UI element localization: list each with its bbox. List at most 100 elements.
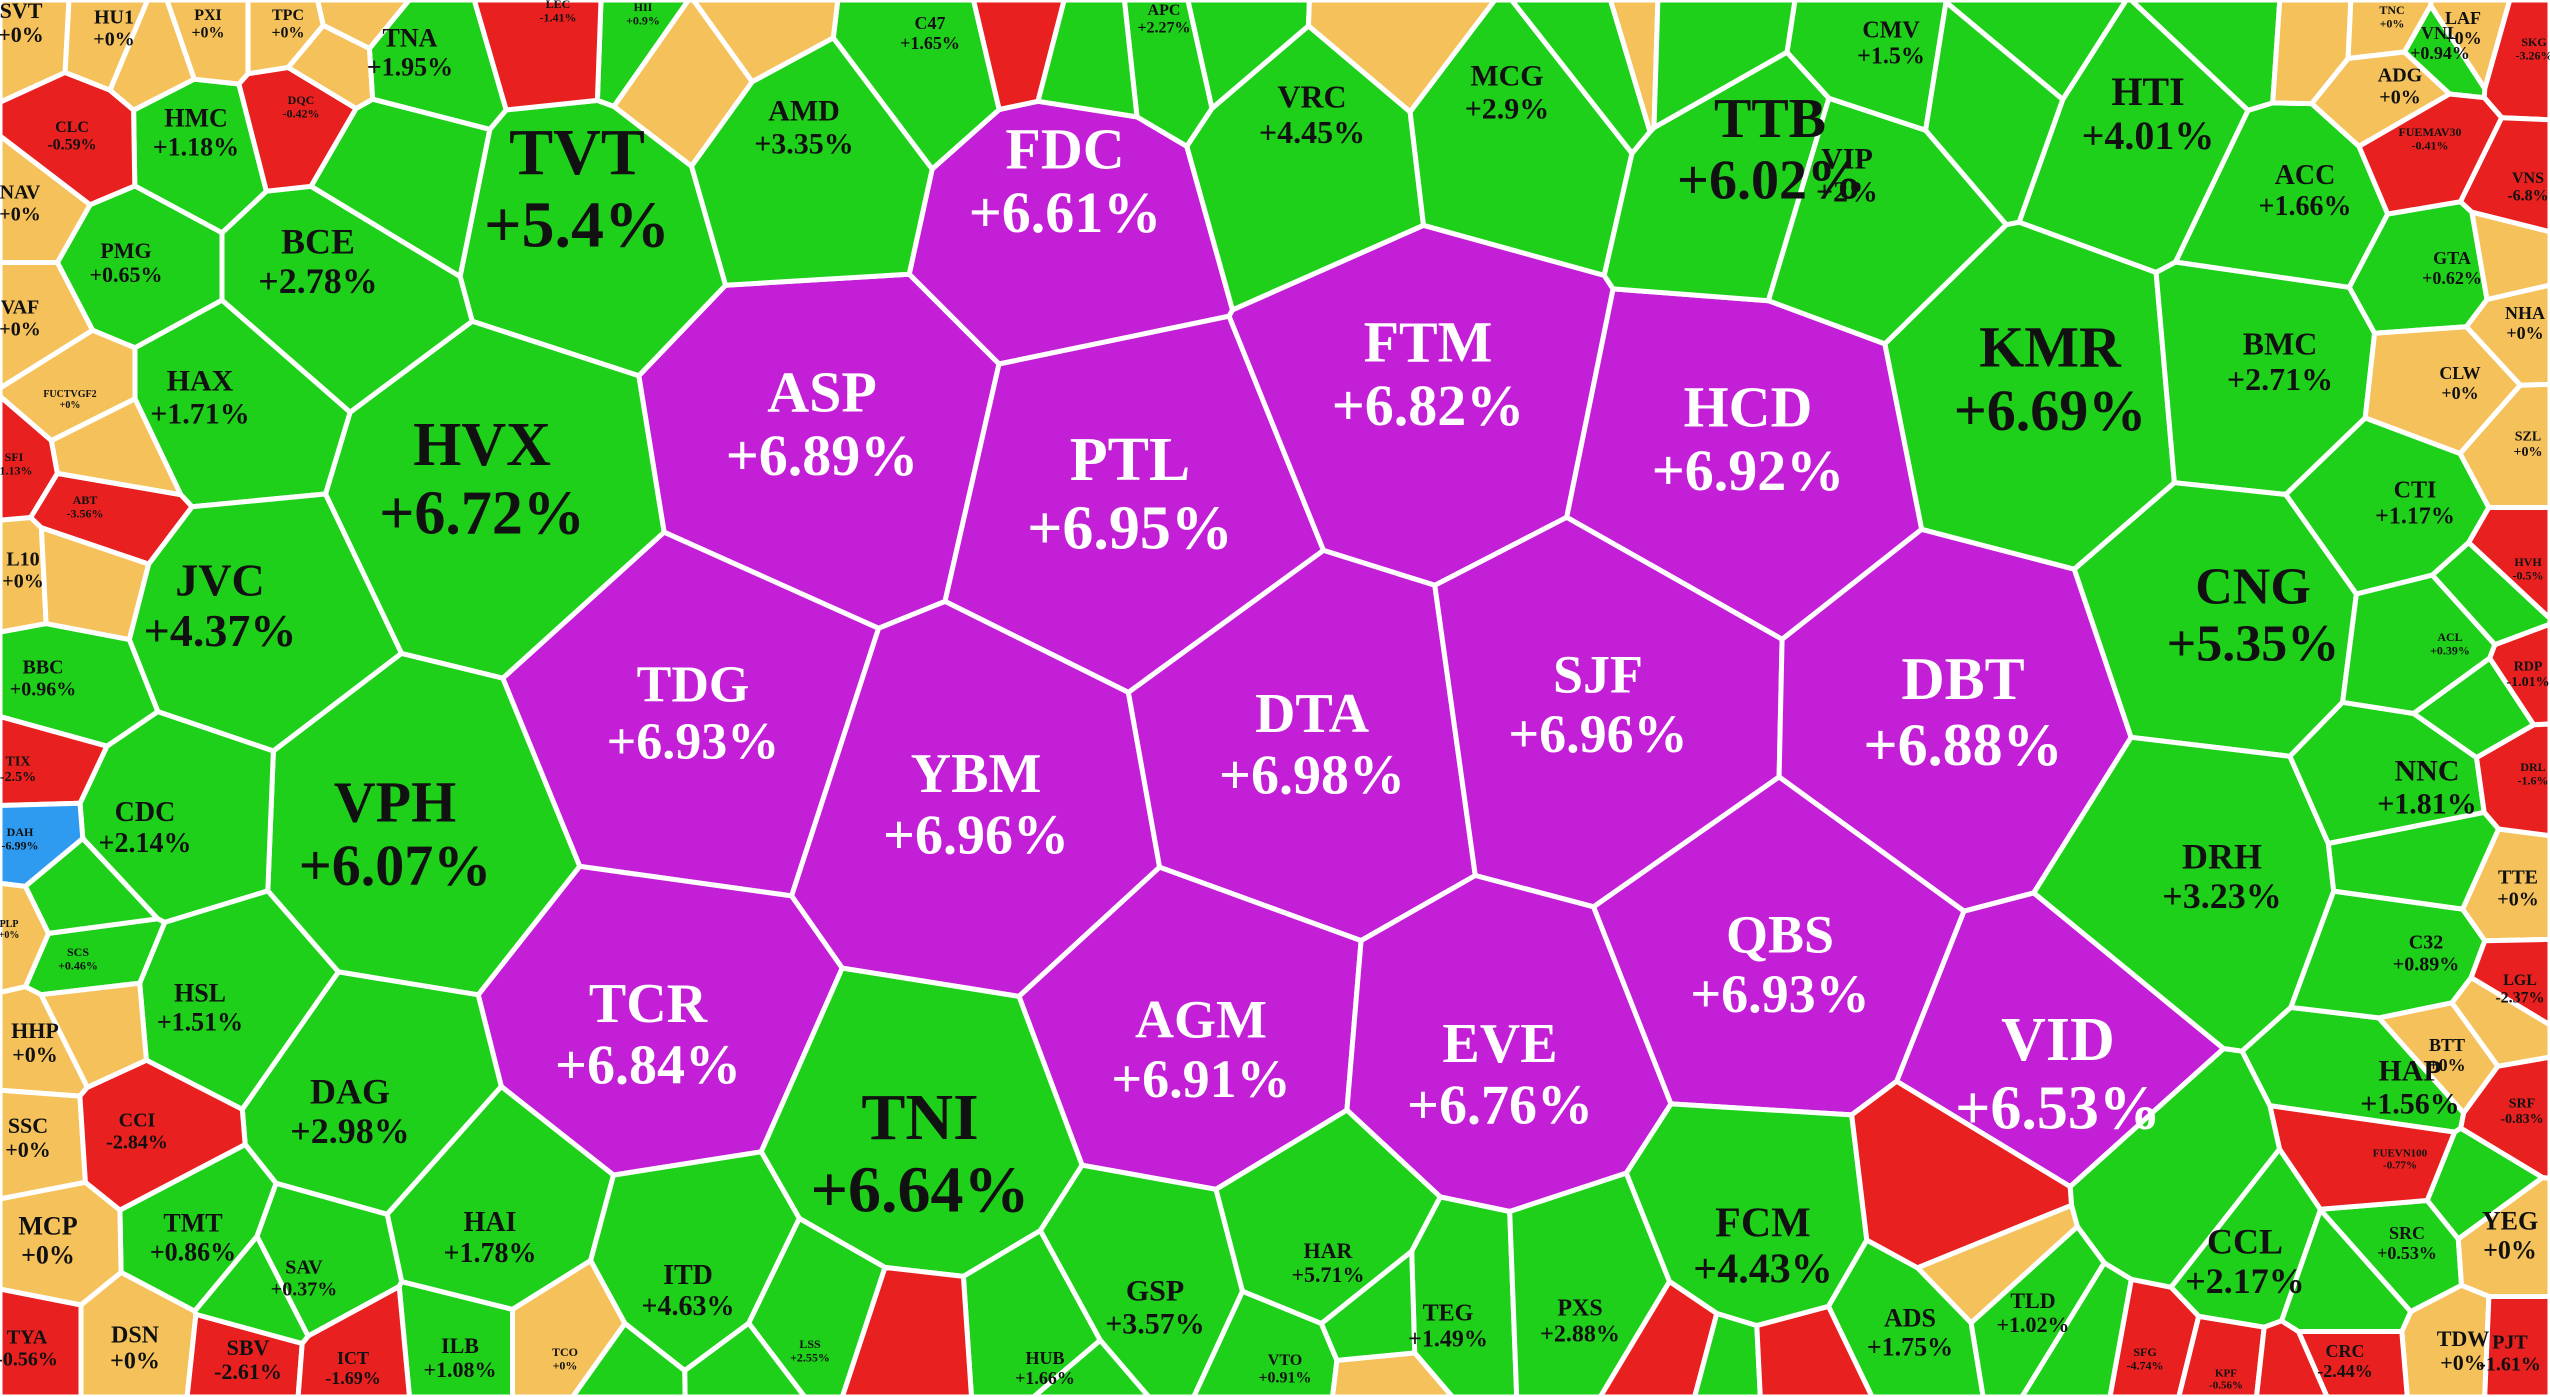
cell-filler — [2429, 540, 2550, 648]
ticker-label: HVH — [2514, 555, 2542, 569]
ticker-label: SCS — [67, 945, 89, 959]
ticker-label: FCM — [1715, 1201, 1811, 1247]
change-label: -4.74% — [2127, 1358, 2164, 1372]
ticker-label: HMC — [164, 104, 228, 133]
change-label: +5.35% — [2167, 616, 2340, 673]
ticker-label: VAF — [1, 297, 40, 319]
ticker-label: AMD — [768, 94, 840, 127]
change-label: +0% — [2, 571, 43, 593]
cell-label-dsn: DSN+0% — [110, 1322, 160, 1374]
ticker-label: SAV — [285, 1257, 323, 1279]
cell-szl[interactable] — [2457, 381, 2550, 510]
ticker-label: VRC — [1277, 79, 1346, 115]
cell-label-tya: TYA-0.56% — [0, 1327, 58, 1371]
cell-label-tix: TIX-2.5% — [0, 755, 36, 785]
ticker-label: DAG — [310, 1071, 390, 1111]
cell-label-clw: CLW+0% — [2439, 363, 2480, 403]
change-label: +0% — [2444, 28, 2481, 48]
cell-filler — [1943, 0, 2129, 102]
change-label: +4.43% — [1693, 1247, 1832, 1293]
ticker-label: VNL — [2421, 23, 2459, 43]
cell-label-cng: CNG+5.35% — [2167, 558, 2340, 672]
ticker-label: SZL — [2515, 430, 2541, 445]
ticker-label: TTB — [1714, 88, 1826, 150]
ticker-label: CRC — [2326, 1341, 2365, 1361]
cell-label-tpc: TPC+0% — [271, 7, 304, 42]
ticker-label: GTA — [2433, 248, 2471, 268]
change-label: +1.5% — [1857, 44, 1925, 70]
cell-label-vns: VNS-6.8% — [2507, 170, 2548, 205]
cell-label-drl: DRL-1.6% — [2518, 760, 2549, 787]
cell-filler — [1754, 1303, 1875, 1397]
cell-lec[interactable] — [471, 0, 604, 113]
ticker-label: DBT — [1901, 646, 2024, 712]
ticker-label: QBS — [1726, 905, 1834, 965]
ticker-label: CLC — [55, 119, 89, 136]
cell-label-har: HAR+5.71% — [1291, 1238, 1364, 1287]
change-label: +1.18% — [153, 132, 239, 161]
change-label: +6.69% — [1954, 378, 2147, 443]
change-label: -3.56% — [67, 506, 104, 520]
cell-label-teg: TEG+1.49% — [1408, 1300, 1488, 1352]
change-label: +3.57% — [1105, 1307, 1205, 1340]
ticker-label: CTI — [2394, 477, 2437, 503]
change-label: -2.84% — [106, 1132, 168, 1154]
cell-adg[interactable] — [2309, 49, 2453, 149]
change-label: +6.95% — [1027, 494, 1233, 562]
change-label: -2.44% — [2317, 1361, 2373, 1381]
change-label: -6.8% — [2507, 187, 2548, 204]
cell-label-acc: ACC+1.66% — [2259, 160, 2352, 222]
change-label: +1.75% — [1867, 1332, 1953, 1361]
cell-clc[interactable] — [0, 70, 138, 208]
cell-tya[interactable] — [0, 1286, 84, 1397]
cell-label-fuctvgf2: FUCTVGF2+0% — [43, 389, 96, 411]
cell-label-plp: PLP+0% — [0, 919, 19, 941]
cell-label-crc: CRC-2.44% — [2317, 1341, 2373, 1381]
cell-filler — [1318, 1248, 1418, 1363]
change-label: -0.77% — [2383, 1160, 2417, 1172]
change-label: +1.66% — [1015, 1368, 1075, 1388]
ticker-label: TCO — [552, 1345, 578, 1359]
change-label: +0% — [5, 1137, 51, 1162]
cell-label-cti: CTI+1.17% — [2375, 477, 2455, 529]
cell-label-cdc: CDC+2.14% — [99, 797, 192, 859]
cell-label-sfg: SFG-4.74% — [2127, 1345, 2164, 1372]
cell-label-l10: L10+0% — [2, 549, 43, 593]
cell-label-svt: SVT+0% — [0, 0, 44, 47]
cell-vns[interactable] — [2458, 115, 2550, 235]
cell-pjt[interactable] — [2482, 1294, 2550, 1397]
ticker-label: FUEMAV30 — [2398, 125, 2461, 139]
cell-label-hvx: HVX+6.72% — [379, 411, 585, 547]
cell-filler — [2411, 655, 2537, 761]
cell-label-ads: ADS+1.75% — [1867, 1304, 1953, 1362]
cell-label-vph: VPH+6.07% — [299, 769, 492, 898]
cell-label-hap: HAP+1.56% — [2360, 1054, 2460, 1120]
cell-dah[interactable] — [0, 800, 86, 889]
ticker-label: FDC — [1005, 116, 1124, 181]
ticker-label: HAR — [1304, 1238, 1354, 1263]
cell-label-c32: C32+0.89% — [2393, 932, 2459, 976]
change-label: +6.84% — [555, 1035, 741, 1097]
change-label: +6.82% — [1332, 373, 1525, 438]
cell-label-fcm: FCM+4.43% — [1693, 1201, 1832, 1293]
change-label: +0% — [60, 400, 81, 411]
change-label: +0% — [110, 1349, 160, 1375]
change-label: +4.45% — [1259, 114, 1365, 150]
ticker-label: LAF — [2445, 8, 2481, 28]
ticker-label: ACL — [2437, 630, 2462, 644]
ticker-label: BBC — [22, 657, 63, 679]
cell-label-acl: ACL+0.39% — [2430, 630, 2470, 657]
ticker-label: DRH — [2182, 836, 2262, 876]
cell-label-vnl: VNL+0.94% — [2410, 23, 2470, 63]
cell-filler — [107, 0, 197, 113]
cell-label-qbs: QBS+6.93% — [1690, 905, 1869, 1024]
cell-label-lss: LSS+2.55% — [790, 1337, 830, 1364]
ticker-label: SRF — [2509, 1097, 2535, 1112]
cell-filler — [308, 96, 493, 279]
cell-label-bmc: BMC+2.71% — [2227, 326, 2333, 397]
ticker-label: PMG — [100, 238, 151, 263]
cell-label-apc: APC+2.27% — [1137, 2, 1190, 37]
cell-label-ybm: YBM+6.96% — [883, 743, 1069, 867]
